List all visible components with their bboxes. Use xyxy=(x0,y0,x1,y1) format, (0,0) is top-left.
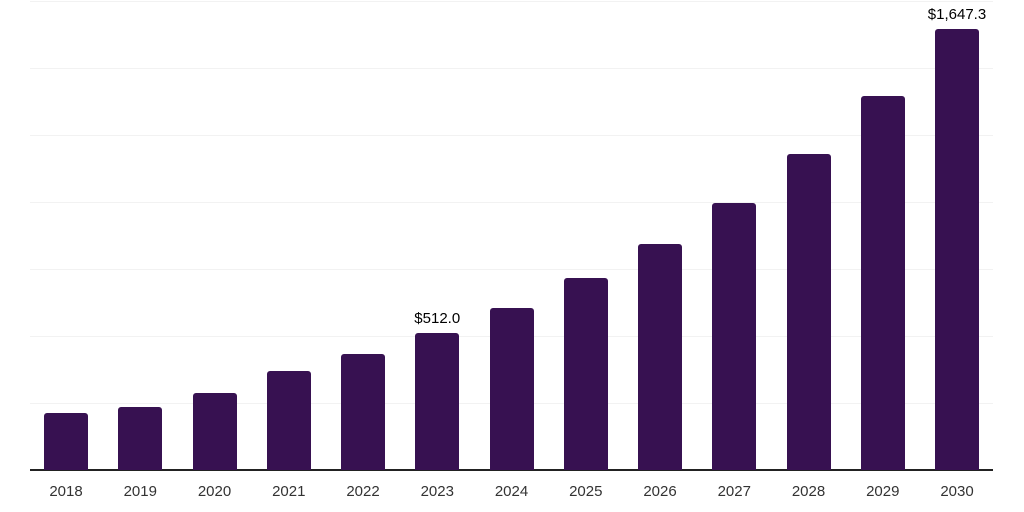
x-tick-label-2030: 2030 xyxy=(940,483,974,500)
bar-2029 xyxy=(860,96,905,470)
bar-2025 xyxy=(563,278,608,470)
x-tick-label-2028: 2028 xyxy=(791,483,826,500)
gridline-1250 xyxy=(30,134,993,136)
x-tick-label-2022: 2022 xyxy=(346,483,380,500)
x-tick-label-2024: 2024 xyxy=(494,483,529,500)
bar-2021 xyxy=(266,371,311,470)
bar-2019 xyxy=(118,407,163,470)
gridline-1000 xyxy=(30,201,993,203)
x-tick-label-2025: 2025 xyxy=(569,483,603,500)
x-tick-label-2027: 2027 xyxy=(717,483,751,500)
x-tick-label-2023: 2023 xyxy=(420,483,454,500)
gridline-750 xyxy=(30,268,993,270)
bar-2023 xyxy=(415,332,460,470)
bar-value-label-2023: $512.0 xyxy=(414,309,461,327)
x-axis-line xyxy=(30,469,993,471)
bar-2018 xyxy=(44,412,88,470)
x-tick-label-2019: 2019 xyxy=(123,483,157,500)
x-tick-label-2020: 2020 xyxy=(197,483,232,500)
gridline-1500 xyxy=(30,67,993,69)
bar-2026 xyxy=(638,243,682,470)
bar-2027 xyxy=(712,202,757,470)
bar-value-label-2030: $1,647.3 xyxy=(927,5,987,23)
bar-2024 xyxy=(489,307,534,470)
bar-2028 xyxy=(786,153,831,470)
bar-2022 xyxy=(341,353,385,470)
bar-2020 xyxy=(192,393,237,470)
x-tick-label-2026: 2026 xyxy=(643,483,677,500)
bar-2030 xyxy=(935,28,979,470)
gridline-1750 xyxy=(30,0,993,2)
x-tick-label-2021: 2021 xyxy=(272,483,306,500)
x-tick-label-2018: 2018 xyxy=(49,483,83,500)
x-tick-label-2029: 2029 xyxy=(866,483,900,500)
plot-area: $512.0 $1,647.3 xyxy=(30,0,993,471)
x-axis-tick-row: 2018 2019 2020 2021 2022 2023 2024 2025 2026 2027… xyxy=(30,482,993,504)
